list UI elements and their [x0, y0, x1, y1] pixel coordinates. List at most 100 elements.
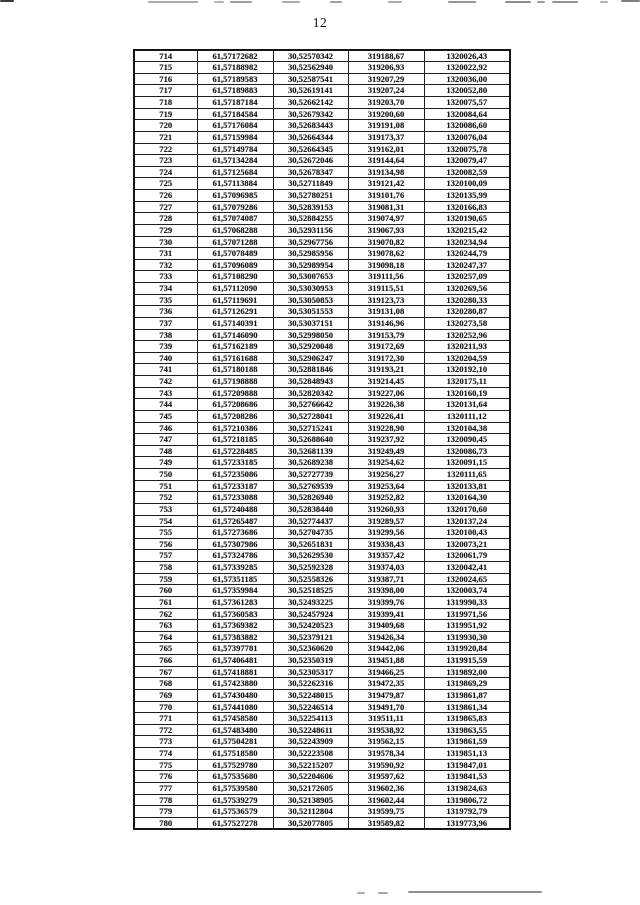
table-cell: 319491,70: [347, 700, 425, 714]
table-cell: 1320211,93: [423, 340, 511, 353]
table-cell: 1319892,00: [423, 665, 511, 679]
table-cell: 1320190,65: [423, 212, 511, 225]
table-cell: 763: [133, 619, 198, 632]
table-cell: 1320170,60: [423, 502, 511, 516]
table-cell: 61,57228485: [196, 444, 274, 458]
table-cell: 1320215,42: [423, 223, 511, 237]
table-row: 758 61,57339285 30,52592328 319374,03 132004…: [133, 561, 511, 574]
table-row: 762 61,57360583 30,52457924 319399,41 131997…: [133, 607, 511, 621]
table-cell: 742: [133, 375, 198, 388]
table-cell: 319111,56: [347, 270, 425, 283]
table-cell: 61,57339285: [196, 561, 274, 574]
table-cell: 30,52379121: [272, 630, 349, 644]
table-row: 764 61,57383882 30,52379121 319426,34 131993…: [133, 630, 511, 644]
table-row: 767 61,57418881 30,52305317 319466,25 131989…: [133, 665, 511, 679]
table-cell: 319227,06: [347, 386, 425, 400]
table-row: 780 61,57527278 30,52077805 319589,82 131977…: [133, 816, 511, 830]
table-cell: 319253,64: [347, 479, 425, 493]
scan-artifact: [378, 892, 388, 894]
table-cell: 319597,62: [347, 770, 425, 783]
table-cell: 1320100,09: [423, 177, 511, 190]
table-cell: 1320075,57: [423, 96, 511, 109]
table-cell: 1320022,92: [423, 61, 511, 74]
table-cell: 1320052,80: [423, 84, 511, 97]
table-cell: 30,52587541: [272, 72, 349, 86]
table-cell: 61,57172682: [196, 49, 274, 63]
table-cell: 61,57149784: [196, 142, 274, 156]
table-cell: 714: [133, 49, 198, 63]
table-cell: 61,57535680: [196, 770, 274, 783]
table-cell: 319173,37: [347, 130, 425, 144]
table-cell: 1320160,19: [423, 386, 511, 400]
table-row: 719 61,57184584 30,52679342 319200,60 132008…: [133, 107, 511, 121]
table-cell: 61,57383882: [196, 630, 274, 644]
table-cell: 319153,79: [347, 328, 425, 342]
table-row: 739 61,57162189 30,52920048 319172,69 132021…: [133, 340, 511, 353]
table-cell: 30,52138905: [272, 793, 349, 807]
table-cell: 1320042,41: [423, 561, 511, 574]
table-cell: 61,57539580: [196, 781, 274, 795]
table-cell: 30,52662142: [272, 96, 349, 109]
table-cell: 1320133,81: [423, 479, 511, 493]
table-row: 752 61,57233088 30,52826940 319252,82 132016…: [133, 491, 511, 504]
table-cell: 749: [133, 456, 198, 469]
table-cell: 319589,82: [347, 816, 425, 830]
scan-artifact: [148, 1, 198, 3]
table-cell: 61,57119691: [196, 293, 274, 307]
table-cell: 319256,27: [347, 468, 425, 481]
table-cell: 319426,34: [347, 630, 425, 644]
table-cell: 319193,21: [347, 363, 425, 376]
table-cell: 1320164,30: [423, 491, 511, 504]
table-row: 763 61,57369382 30,52420523 319409,68 131995…: [133, 619, 511, 632]
table-cell: 61,57189583: [196, 72, 274, 86]
table-cell: 319538,92: [347, 723, 425, 737]
table-cell: 61,57430480: [196, 688, 274, 702]
table-cell: 30,52518525: [272, 584, 349, 597]
table-cell: 777: [133, 781, 198, 795]
table-cell: 755: [133, 526, 198, 539]
table-cell: 30,52839153: [272, 200, 349, 214]
table-cell: 775: [133, 758, 198, 772]
table-cell: 1319792,79: [423, 805, 511, 818]
table-cell: 30,52848943: [272, 375, 349, 388]
table-cell: 61,57208686: [196, 398, 274, 411]
table-cell: 734: [133, 282, 198, 295]
table-cell: 736: [133, 305, 198, 318]
table-row: 718 61,57187184 30,52662142 319203,70 132007…: [133, 96, 511, 109]
table-cell: 1320090,45: [423, 433, 511, 446]
table-cell: 1319861,59: [423, 735, 511, 748]
table-cell: 1320082,59: [423, 165, 511, 179]
table-cell: 61,57406481: [196, 654, 274, 667]
table-cell: 61,57187184: [196, 96, 274, 109]
table-cell: 30,52254113: [272, 712, 349, 725]
table-cell: 30,52651831: [272, 537, 349, 551]
table-cell: 319226,38: [347, 398, 425, 411]
table-row: 777 61,57539580 30,52172605 319602,36 131982…: [133, 781, 511, 795]
table-row: 754 61,57265487 30,52774437 319289,57 132013…: [133, 514, 511, 528]
table-cell: 1320084,64: [423, 107, 511, 121]
table-row: 741 61,57180188 30,52881846 319193,21 132019…: [133, 363, 511, 376]
table-row: 750 61,57235086 30,52727739 319256,27 132011…: [133, 468, 511, 481]
table-cell: 30,52985956: [272, 247, 349, 260]
table-cell: 30,53051553: [272, 305, 349, 318]
table-cell: 1319861,34: [423, 700, 511, 714]
table-cell: 61,57397781: [196, 642, 274, 655]
table-cell: 740: [133, 351, 198, 365]
table-cell: 1320234,94: [423, 235, 511, 249]
table-row: 730 61,57071288 30,52967756 319070,82 132023…: [133, 235, 511, 249]
table-cell: 61,57233187: [196, 479, 274, 493]
table-cell: 1320131,64: [423, 398, 511, 411]
table-cell: 319451,88: [347, 654, 425, 667]
table-cell: 737: [133, 316, 198, 330]
table-cell: 1319869,29: [423, 677, 511, 690]
table-cell: 1320076,04: [423, 130, 511, 144]
table-cell: 1319851,13: [423, 747, 511, 760]
table-row: 775 61,57529780 30,52215207 319590,92 131984…: [133, 758, 511, 772]
table-cell: 61,57441080: [196, 700, 274, 714]
table-cell: 319249,49: [347, 444, 425, 458]
table-cell: 319134,98: [347, 165, 425, 179]
table-cell: 30,52998050: [272, 328, 349, 342]
table-cell: 319098,18: [347, 258, 425, 272]
table-cell: 30,52920048: [272, 340, 349, 353]
table-cell: 30,53007653: [272, 270, 349, 283]
